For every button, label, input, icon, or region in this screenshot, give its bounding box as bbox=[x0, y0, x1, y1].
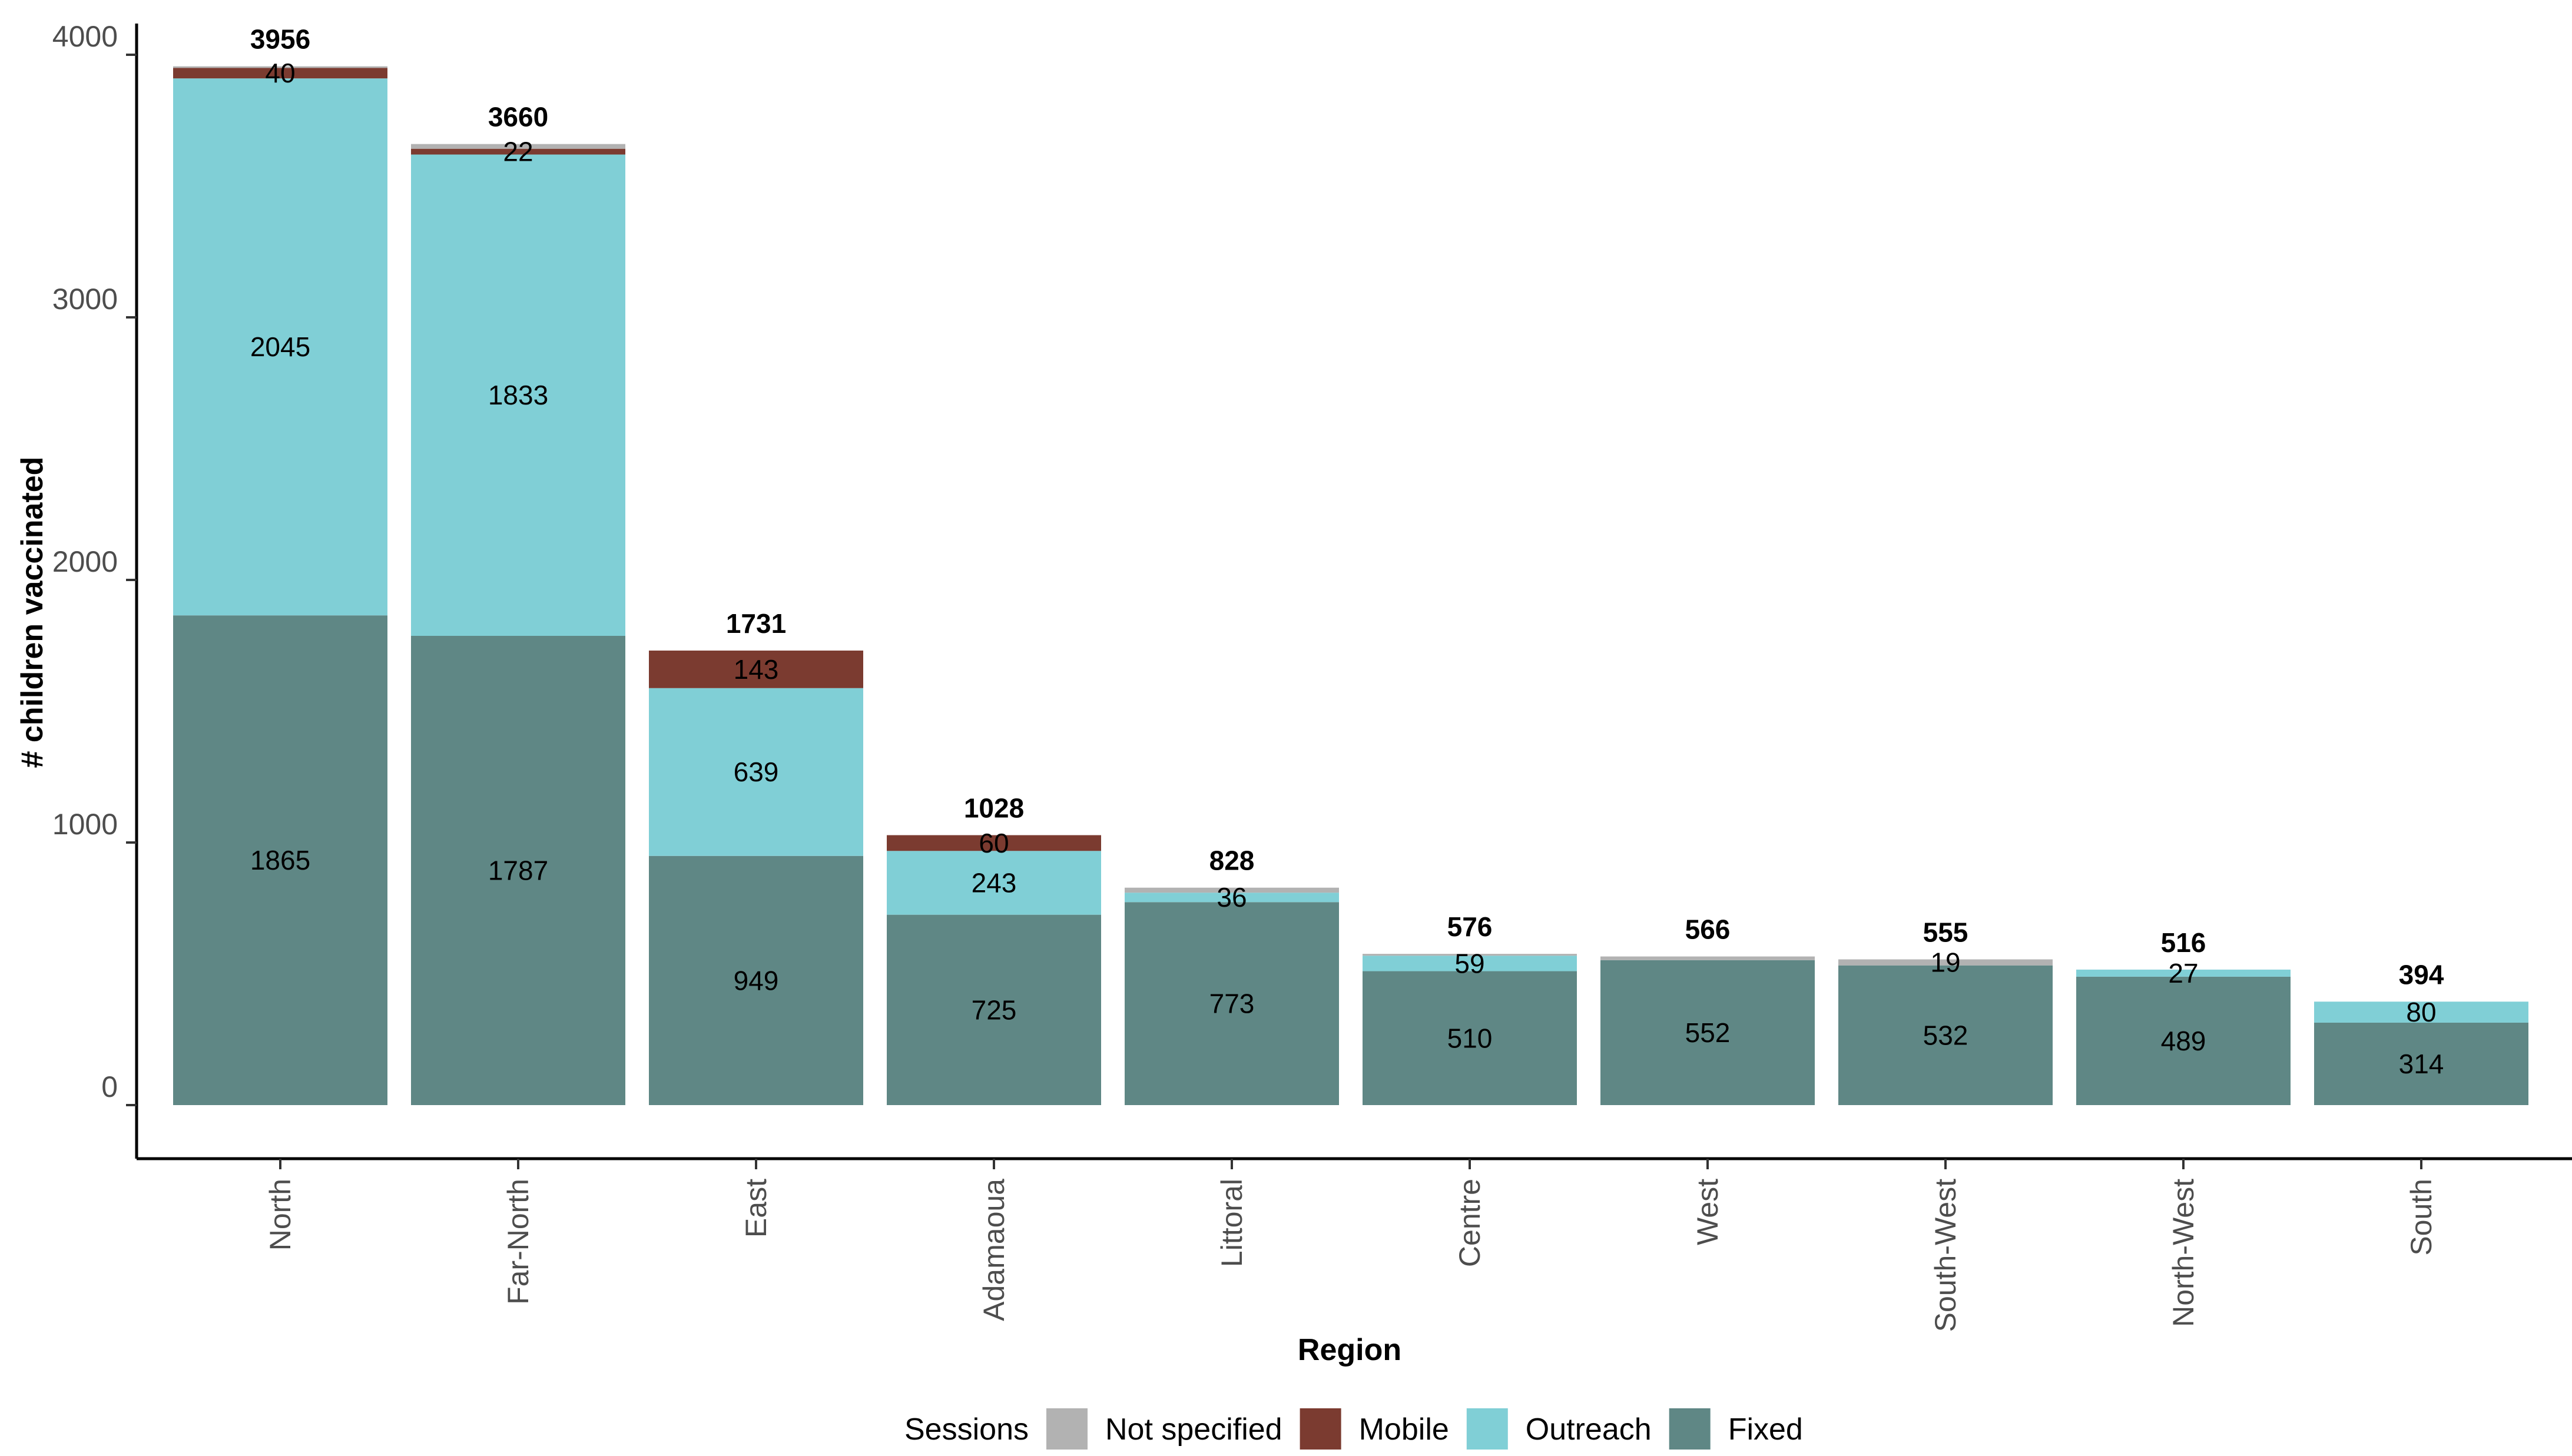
y-ticks-layer: 0 1000 2000 3000 4000 bbox=[52, 20, 137, 1106]
total-label-north: 3956 bbox=[250, 24, 310, 55]
bar-segment-north-mobile bbox=[173, 68, 387, 79]
segment-label-north-west-outreach: 27 bbox=[2168, 958, 2198, 989]
segment-label-south-fixed: 314 bbox=[2399, 1049, 2444, 1079]
bar-segment-littoral-not-specified bbox=[1125, 887, 1339, 893]
segment-label-west-fixed: 552 bbox=[1685, 1017, 1731, 1048]
x-tick-label-east: East bbox=[740, 1179, 773, 1238]
axes-layer bbox=[135, 24, 2572, 1160]
total-label-north-west: 516 bbox=[2161, 927, 2206, 958]
legend-label-outreach: Outreach bbox=[1526, 1412, 1652, 1447]
segment-label-south-west-fixed: 532 bbox=[1923, 1020, 1968, 1050]
y-tick-label-1000: 1000 bbox=[52, 808, 118, 841]
y-tick-label-4000: 4000 bbox=[52, 20, 118, 53]
legend: Sessions Not specified Mobile Outreach Fixe… bbox=[904, 1408, 1803, 1450]
x-tick-label-far-north: Far-North bbox=[502, 1179, 535, 1305]
legend-swatch-outreach bbox=[1466, 1408, 1508, 1450]
y-tick-label-0: 0 bbox=[101, 1070, 118, 1103]
segment-label-adamaoua-fixed: 725 bbox=[972, 994, 1017, 1025]
segment-label-north-fixed: 1865 bbox=[250, 845, 310, 875]
x-tick-label-west: West bbox=[1691, 1179, 1724, 1245]
bar-segment-adamaoua-fixed bbox=[887, 914, 1101, 1105]
bar-segment-south-west-fixed bbox=[1838, 965, 2053, 1105]
y-tick-label-2000: 2000 bbox=[52, 545, 118, 578]
bar-segment-south-west-not-specified bbox=[1838, 959, 2053, 966]
bar-segment-centre-outreach bbox=[1363, 956, 1577, 971]
x-ticks-layer: North Far-North East Adamaoua Littoral Centre… bbox=[264, 1159, 2438, 1332]
total-label-centre: 576 bbox=[1447, 911, 1493, 942]
bar-segment-far-north-fixed bbox=[411, 635, 625, 1105]
segment-label-east-fixed: 949 bbox=[734, 965, 779, 996]
x-tick-label-centre: Centre bbox=[1453, 1179, 1486, 1267]
total-label-south: 394 bbox=[2399, 959, 2444, 990]
segment-label-far-north-outreach: 1833 bbox=[488, 380, 548, 410]
segment-label-far-north-mobile: 22 bbox=[503, 137, 533, 167]
bar-segment-east-mobile bbox=[649, 650, 863, 688]
segment-label-south-outreach: 80 bbox=[2406, 997, 2436, 1027]
segment-label-littoral-outreach: 36 bbox=[1217, 882, 1247, 913]
segment-label-south-west-not-specified: 19 bbox=[1930, 947, 1960, 978]
bar-segment-south-outreach bbox=[2314, 1001, 2528, 1023]
x-tick-label-south-west: South-West bbox=[1929, 1179, 1962, 1332]
bar-segment-north-west-fixed bbox=[2076, 976, 2291, 1105]
segment-label-north-west-fixed: 489 bbox=[2161, 1026, 2206, 1056]
x-tick-label-north: North bbox=[264, 1179, 297, 1251]
x-tick-label-adamaoua: Adamaoua bbox=[977, 1179, 1010, 1321]
bar-segment-far-north-outreach bbox=[411, 154, 625, 636]
total-label-west: 566 bbox=[1685, 914, 1731, 945]
bar-segment-east-outreach bbox=[649, 688, 863, 856]
segment-label-adamaoua-mobile: 60 bbox=[979, 828, 1009, 858]
bar-segment-north-fixed bbox=[173, 615, 387, 1105]
x-tick-label-south: South bbox=[2405, 1179, 2438, 1256]
bar-segment-south-fixed bbox=[2314, 1022, 2528, 1105]
total-label-east: 1731 bbox=[726, 608, 786, 639]
x-tick-label-littoral: Littoral bbox=[1215, 1179, 1248, 1267]
total-label-adamaoua: 1028 bbox=[964, 793, 1024, 824]
x-tick-label-north-west: North-West bbox=[2167, 1179, 2200, 1327]
bar-segment-adamaoua-outreach bbox=[887, 851, 1101, 915]
bar-segment-littoral-outreach bbox=[1125, 893, 1339, 903]
total-label-south-west: 555 bbox=[1923, 917, 1968, 947]
segment-label-adamaoua-outreach: 243 bbox=[972, 867, 1017, 898]
legend-title: Sessions bbox=[904, 1412, 1029, 1447]
segment-label-north-mobile: 40 bbox=[265, 58, 295, 88]
legend-label-not-specified: Not specified bbox=[1105, 1412, 1282, 1447]
legend-swatch-fixed bbox=[1669, 1408, 1711, 1450]
x-axis-title: Region bbox=[1298, 1333, 1401, 1367]
segment-label-littoral-fixed: 773 bbox=[1209, 989, 1255, 1019]
bar-segment-far-north-not-specified bbox=[411, 144, 625, 149]
bar-segment-adamaoua-mobile bbox=[887, 835, 1101, 851]
segment-label-east-outreach: 639 bbox=[734, 757, 779, 787]
bar-segment-west-not-specified bbox=[1600, 956, 1815, 960]
bar-segment-north-outreach bbox=[173, 78, 387, 616]
segment-label-centre-outreach: 59 bbox=[1454, 948, 1484, 979]
bar-segment-east-fixed bbox=[649, 855, 863, 1105]
bar-segment-north-not-specified bbox=[173, 66, 387, 68]
bar-segment-littoral-fixed bbox=[1125, 902, 1339, 1105]
segment-label-north-outreach: 2045 bbox=[250, 331, 310, 362]
y-axis-title: # children vaccinated bbox=[15, 457, 49, 768]
legend-label-fixed: Fixed bbox=[1728, 1412, 1803, 1447]
bar-segment-north-west-outreach bbox=[2076, 969, 2291, 977]
total-label-far-north: 3660 bbox=[488, 102, 548, 132]
y-tick-label-3000: 3000 bbox=[52, 283, 118, 316]
segment-label-far-north-fixed: 1787 bbox=[488, 855, 548, 885]
bar-segment-west-fixed bbox=[1600, 960, 1815, 1105]
segment-label-east-mobile: 143 bbox=[734, 654, 779, 685]
bar-segment-far-north-mobile bbox=[411, 148, 625, 155]
bars-layer bbox=[173, 66, 2528, 1105]
legend-label-mobile: Mobile bbox=[1359, 1412, 1449, 1447]
segment-label-centre-fixed: 510 bbox=[1447, 1023, 1493, 1053]
bar-segment-centre-not-specified bbox=[1363, 954, 1577, 956]
total-label-littoral: 828 bbox=[1209, 845, 1255, 876]
bar-segment-centre-fixed bbox=[1363, 971, 1577, 1105]
legend-swatch-mobile bbox=[1300, 1408, 1341, 1450]
legend-swatch-not-specified bbox=[1046, 1408, 1088, 1450]
